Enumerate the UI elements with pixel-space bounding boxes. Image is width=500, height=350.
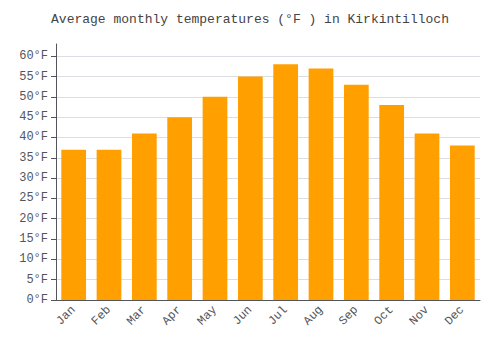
svg-text:30°F: 30°F — [19, 171, 48, 185]
svg-text:20°F: 20°F — [19, 212, 48, 226]
svg-text:May: May — [195, 303, 220, 328]
svg-text:50°F: 50°F — [19, 90, 48, 104]
svg-text:15°F: 15°F — [19, 232, 48, 246]
svg-text:Feb: Feb — [89, 303, 114, 328]
svg-text:Oct: Oct — [371, 303, 396, 328]
svg-text:Aug: Aug — [301, 303, 326, 328]
svg-text:35°F: 35°F — [19, 151, 48, 165]
svg-text:Apr: Apr — [159, 303, 184, 328]
svg-text:10°F: 10°F — [19, 252, 48, 266]
svg-text:25°F: 25°F — [19, 191, 48, 205]
svg-text:40°F: 40°F — [19, 130, 48, 144]
svg-text:60°F: 60°F — [19, 49, 48, 63]
svg-text:Mar: Mar — [124, 303, 149, 328]
svg-text:45°F: 45°F — [19, 110, 48, 124]
svg-text:Nov: Nov — [407, 303, 432, 328]
svg-text:Sep: Sep — [336, 303, 361, 328]
svg-text:5°F: 5°F — [26, 273, 48, 287]
svg-text:Jul: Jul — [265, 303, 290, 328]
svg-text:Average monthly temperatures (: Average monthly temperatures (°F ) in Ki… — [51, 12, 449, 27]
svg-text:Jun: Jun — [230, 303, 255, 328]
svg-text:0°F: 0°F — [26, 293, 48, 307]
svg-text:Dec: Dec — [442, 303, 467, 328]
svg-text:55°F: 55°F — [19, 70, 48, 84]
svg-text:Jan: Jan — [53, 303, 78, 328]
